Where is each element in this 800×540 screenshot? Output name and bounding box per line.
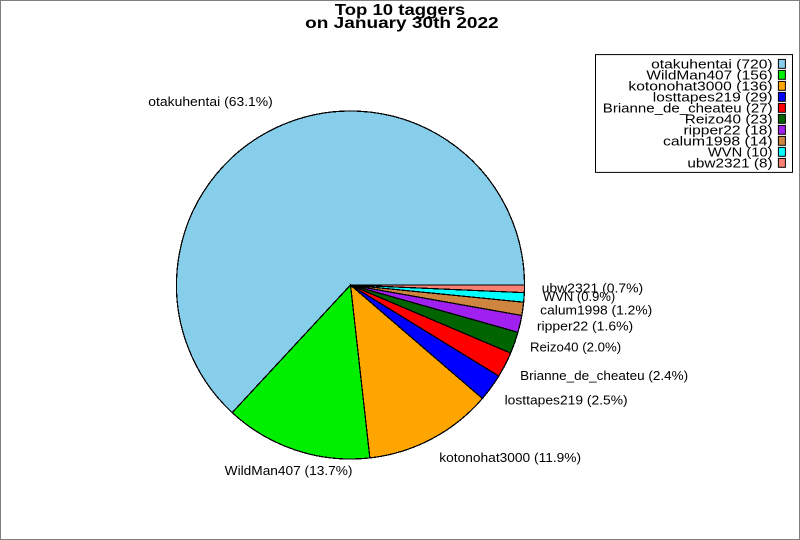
- svg-text:WildMan407 (13.7%): WildMan407 (13.7%): [225, 463, 353, 478]
- svg-text:Top 10 taggers: Top 10 taggers: [335, 2, 466, 19]
- svg-text:on January 30th 2022: on January 30th 2022: [305, 15, 499, 32]
- svg-text:Brianne_de_cheateu (27): Brianne_de_cheateu (27): [603, 101, 773, 116]
- svg-text:Reizo40 (2.0%): Reizo40 (2.0%): [530, 340, 621, 355]
- svg-text:ripper22 (1.6%): ripper22 (1.6%): [537, 319, 633, 334]
- svg-text:kotonohat3000 (11.9%): kotonohat3000 (11.9%): [439, 450, 581, 465]
- svg-text:Reizo40 (23): Reizo40 (23): [685, 112, 773, 127]
- svg-text:otakuhentai (720): otakuhentai (720): [651, 57, 773, 72]
- svg-text:losttapes219 (2.5%): losttapes219 (2.5%): [505, 393, 628, 408]
- svg-text:WVN (0.9%): WVN (0.9%): [543, 289, 615, 304]
- svg-text:ubw2321 (8): ubw2321 (8): [687, 156, 772, 171]
- svg-text:Brianne_de_cheateu (2.4%): Brianne_de_cheateu (2.4%): [520, 368, 688, 383]
- svg-text:WildMan407 (156): WildMan407 (156): [646, 68, 772, 83]
- svg-text:ubw2321 (0.7%): ubw2321 (0.7%): [542, 280, 644, 295]
- svg-text:otakuhentai (63.1%): otakuhentai (63.1%): [148, 94, 273, 109]
- svg-text:losttapes219 (29): losttapes219 (29): [653, 90, 773, 105]
- svg-text:calum1998 (14): calum1998 (14): [663, 134, 773, 149]
- svg-text:calum1998 (1.2%): calum1998 (1.2%): [540, 303, 652, 318]
- svg-text:ripper22 (18): ripper22 (18): [684, 123, 773, 138]
- svg-text:WVN (10): WVN (10): [708, 145, 773, 160]
- svg-text:kotonohat3000 (136): kotonohat3000 (136): [628, 79, 772, 94]
